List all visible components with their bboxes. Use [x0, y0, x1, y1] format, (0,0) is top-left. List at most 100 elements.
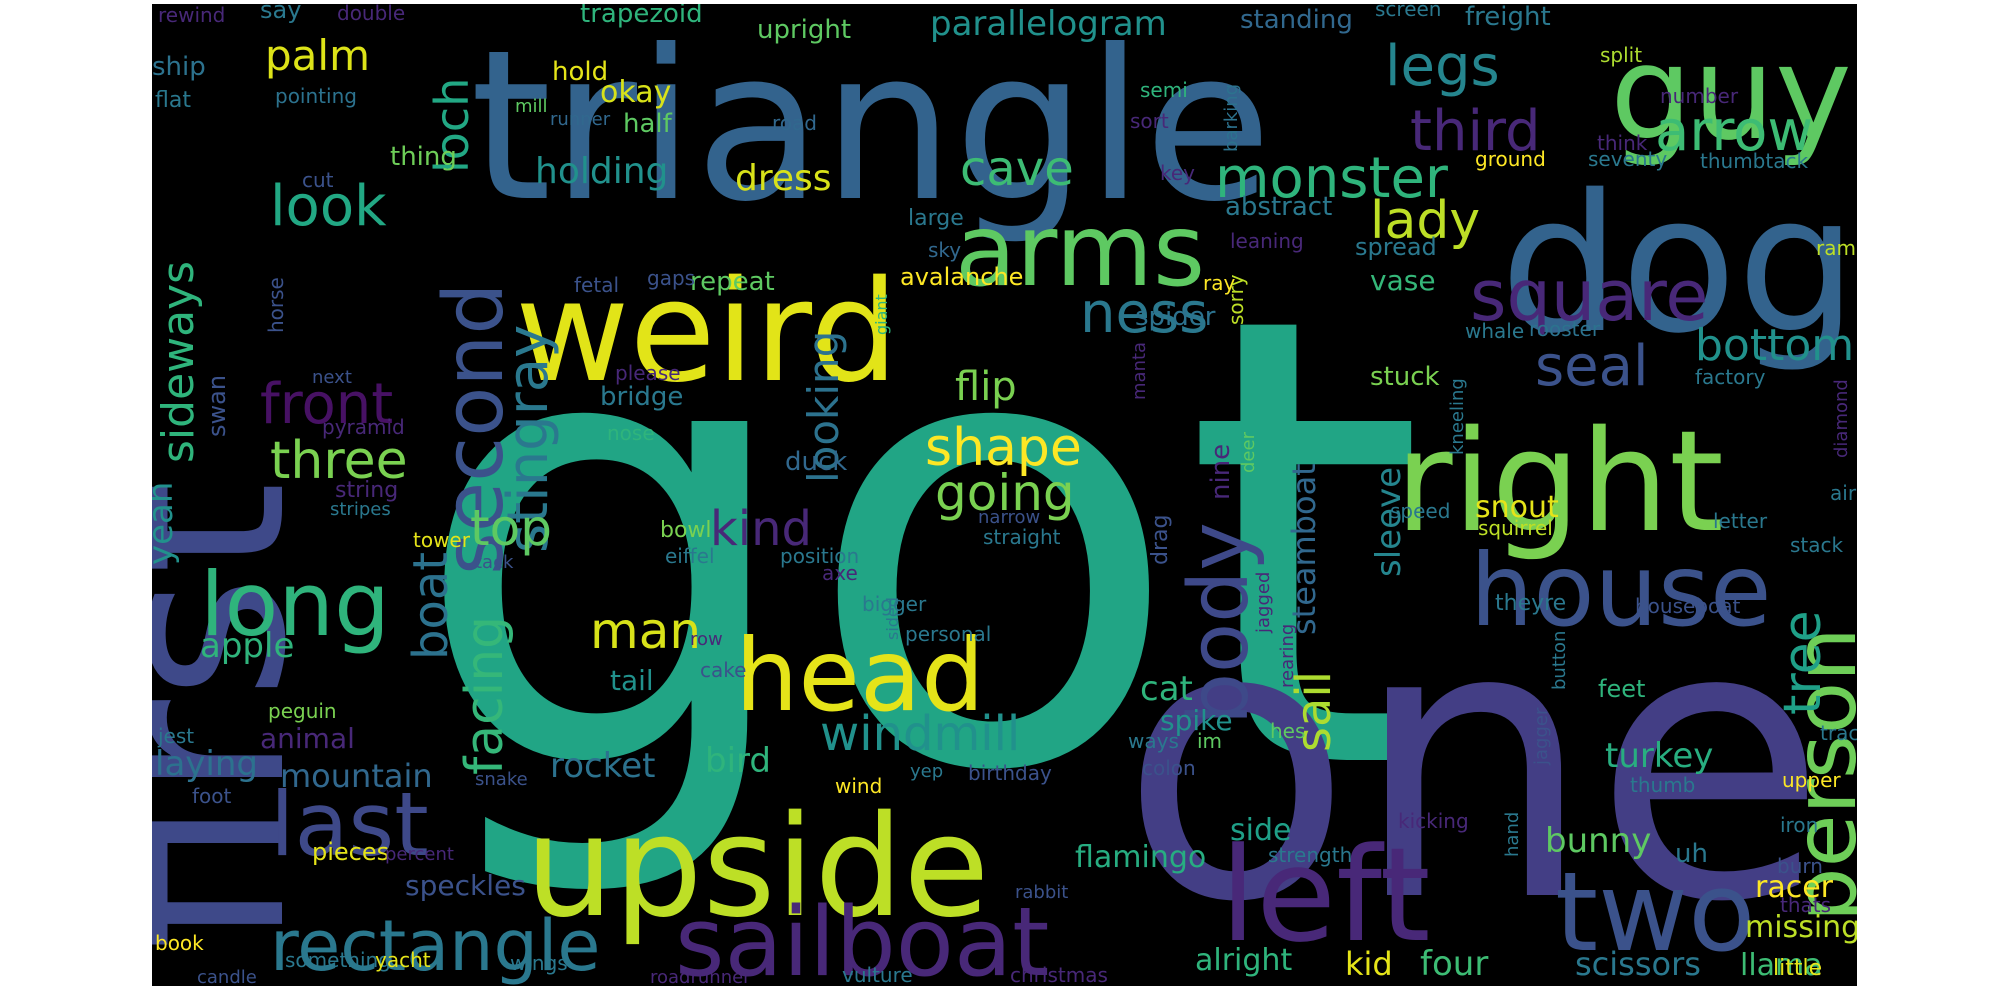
cloud-word-candle: candle [197, 967, 257, 986]
cloud-word-percent: percent [385, 844, 454, 865]
cloud-word-last: last [270, 773, 429, 876]
cloud-word-ness: ness [1080, 281, 1208, 346]
cloud-word-hes: hes [1270, 719, 1305, 743]
cloud-word-rectangle: rectangle [270, 905, 600, 986]
cloud-word-sort: sort [1130, 109, 1169, 133]
cloud-word-ray: ray [1203, 271, 1235, 295]
cloud-word-thats: thats [1780, 893, 1831, 917]
cloud-word-burn: burn [1777, 854, 1823, 878]
cloud-word-flamingo: flamingo [1075, 840, 1206, 875]
cloud-word-sailboat: sailboat [675, 888, 1049, 986]
cloud-word-arms: arms [955, 192, 1205, 309]
cloud-word-lady: lady [1370, 191, 1480, 251]
cloud-word-pointing: pointing [275, 84, 357, 108]
cloud-word-upright: upright [757, 15, 851, 45]
cloud-word-half: half [623, 109, 673, 139]
cloud-word-gaps: gaps [647, 266, 695, 290]
cloud-word-jagged: jagged [1253, 572, 1274, 634]
cloud-word-rabbit: rabbit [1015, 882, 1068, 903]
cloud-word-speed: speed [1390, 499, 1450, 523]
cloud-word-something: something [285, 948, 391, 972]
cloud-word-kneeling: kneeling [1447, 378, 1468, 455]
cloud-word-first: first [152, 481, 339, 950]
cloud-word-axe: axe [822, 561, 858, 585]
cloud-word-track: track [1820, 721, 1857, 745]
cloud-word-bunny: bunny [1545, 821, 1651, 861]
cloud-word-strength: strength [1268, 843, 1352, 867]
cloud-word-split: split [1600, 43, 1642, 67]
cloud-word-stingray: stingray [496, 325, 561, 553]
cloud-word-upside: upside [525, 786, 989, 949]
cloud-word-looking: looking [799, 331, 848, 483]
cloud-word-nose: nose [607, 421, 655, 445]
cloud-word-bigger: bigger [862, 592, 927, 616]
cloud-word-sorry: sorry [1224, 274, 1248, 325]
cloud-word-button: button [1549, 631, 1570, 690]
cloud-word-diamond: diamond [1831, 379, 1852, 458]
cloud-word-cake: cake [700, 658, 746, 682]
cloud-word-please: please [615, 361, 681, 385]
cloud-word-squirrel: squirrel [1478, 516, 1553, 540]
cloud-word-square: square [1470, 255, 1708, 337]
cloud-word-going: going [935, 464, 1075, 522]
cloud-word-double: double [337, 4, 405, 25]
cloud-word-scissors: scissors [1575, 945, 1701, 983]
cloud-word-legs: legs [1385, 34, 1500, 99]
cloud-word-windmill: windmill [820, 706, 1020, 762]
cloud-word-snout: snout [1475, 490, 1559, 525]
cloud-word-swan: swan [203, 375, 231, 437]
cloud-word-manta: manta [1129, 342, 1150, 400]
cloud-word-vulture: vulture [842, 963, 913, 986]
cloud-word-facing: facing [455, 616, 515, 775]
cloud-word-left: left [1220, 819, 1431, 971]
cloud-word-bowl: bowl [660, 518, 712, 543]
cloud-word-bridge: bridge [600, 382, 683, 412]
cloud-word-rearing: rearing [1277, 624, 1298, 688]
cloud-word-horse: horse [264, 277, 288, 333]
cloud-word-stripes: stripes [330, 499, 391, 520]
cloud-word-tower: tower [413, 528, 471, 552]
cloud-word-boat: boat [403, 552, 459, 660]
cloud-word-yacht: yacht [375, 948, 431, 972]
cloud-word-little: little [1773, 956, 1822, 981]
cloud-word-stack: stack [1790, 533, 1844, 557]
cloud-word-yep: yep [910, 761, 943, 782]
cloud-word-factory: factory [1695, 365, 1766, 389]
cloud-word-animal: animal [260, 722, 355, 755]
cloud-word-ground: ground [1475, 147, 1546, 171]
cloud-word-dress: dress [735, 158, 832, 199]
cloud-word-houseboat: houseboat [1635, 594, 1741, 618]
cloud-word-tree: tree [1773, 610, 1833, 715]
cloud-word-snake: snake [475, 769, 528, 790]
cloud-word-mountain: mountain [280, 757, 433, 795]
cloud-word-ways: ways [1128, 729, 1179, 753]
cloud-word-position: position [780, 544, 859, 568]
cloud-word-eiffel: eiffel [665, 544, 715, 568]
cloud-word-flip: flip [955, 364, 1017, 410]
cloud-word-three: three [270, 431, 408, 491]
cloud-word-iron: iron [1780, 813, 1818, 837]
cloud-word-palm: palm [265, 31, 370, 80]
cloud-word-kind: kind [710, 501, 812, 557]
cloud-word-fetal: fetal [574, 273, 619, 297]
cloud-word-whale: whale [1465, 319, 1524, 343]
cloud-word-house: house [1470, 532, 1772, 649]
cloud-word-peguin: peguin [268, 699, 337, 723]
cloud-word-think: think [1597, 131, 1648, 155]
cloud-word-pyramid: pyramid [322, 415, 405, 439]
cloud-word-turkey: turkey [1605, 736, 1713, 776]
cloud-word-right: right [1395, 401, 1724, 564]
cloud-word-rewind: rewind [158, 4, 225, 27]
cloud-word-semi: semi [1140, 78, 1188, 102]
cloud-word-tack: tack [475, 552, 514, 573]
cloud-word-sleeve: sleeve [1369, 467, 1409, 577]
cloud-word-theyre: theyre [1495, 591, 1566, 616]
cloud-word-say: say [260, 4, 301, 24]
cloud-word-colon: colon [1142, 756, 1196, 780]
cloud-word-upper: upper [1782, 768, 1841, 792]
cloud-word-stuck: stuck [1370, 362, 1440, 392]
cloud-word-long: long [200, 553, 390, 656]
cloud-word-rooster: rooster [1529, 317, 1601, 341]
cloud-word-air: air [1830, 481, 1857, 505]
cloud-word-pieces: pieces [312, 838, 389, 866]
